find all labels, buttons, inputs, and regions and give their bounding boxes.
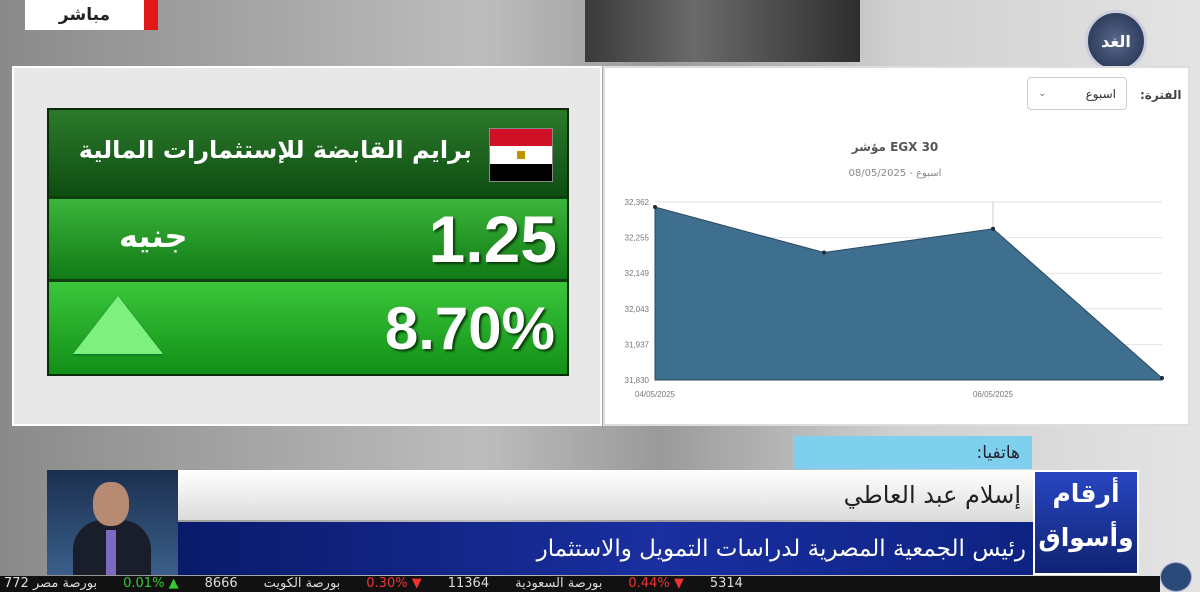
period-value: اسبوع [1085, 86, 1116, 101]
live-badge: مباشر [25, 0, 158, 30]
program-logo: أرقام وأسواق [1033, 470, 1139, 575]
y-tick-label: 32,362 [625, 198, 650, 207]
channel-logo: الغد [1085, 10, 1147, 72]
program-logo-line2: وأسواق [1038, 523, 1134, 552]
ticker-item: 8666 [204, 576, 238, 591]
data-point [991, 226, 995, 231]
currency: جنيه [119, 217, 188, 255]
x-tick-label: 06/05/2025 [973, 390, 1014, 399]
x-tick-label: 04/05/2025 [635, 390, 676, 399]
stock-name: برايم القابضة للإستثمارات المالية [78, 136, 472, 164]
guest-name: إسلام عبد العاطي [178, 470, 1033, 520]
ticker-item: ▼ 0.30% [366, 576, 422, 591]
period-label: الفترة: [1140, 88, 1182, 102]
stock-name-row: برايم القابضة للإستثمارات المالية [49, 110, 567, 196]
chevron-down-icon: ⌄ [1038, 88, 1047, 99]
ticker-item: 11364 [447, 576, 490, 591]
ticker-item: 5314 [709, 576, 743, 591]
program-logo-line1: أرقام [1052, 479, 1120, 508]
guest-title: رئيس الجمعية المصرية لدراسات التمويل وال… [178, 522, 1138, 575]
stock-price: 1.25 [428, 202, 557, 276]
area-series [654, 206, 1163, 381]
ticker-item: بورصة السعودية [515, 576, 603, 591]
price-row: 1.25 جنيه [49, 199, 567, 279]
data-point [1160, 375, 1164, 380]
ticker-item: ▲ 0.01% [123, 576, 179, 591]
change-row: 8.70% [49, 282, 567, 374]
chart-subtitle: اسبوع - 08/05/2025 [848, 168, 942, 179]
data-point [822, 250, 826, 255]
data-point [653, 205, 657, 210]
change-percent: 8.70% [384, 295, 555, 362]
market-ticker: بورصة مصر 772 ▲ 0.01% 8666 بورصة الكويت ▼ 0.… [0, 576, 1160, 592]
background-video [585, 0, 860, 62]
ticker-item: ▼ 0.44% [628, 576, 684, 591]
y-tick-label: 32,043 [625, 305, 650, 314]
y-tick-label: 32,149 [625, 269, 650, 278]
ticker-logo [1160, 562, 1192, 592]
phone-label: هاتفيا: [793, 436, 1032, 469]
egx30-chart: 32,362 32,255 32,149 32,043 31,937 31,830 04/0… [625, 198, 1164, 399]
guest-head [93, 482, 129, 526]
ticker-item: بورصة الكويت [263, 576, 341, 591]
egypt-flag-icon [489, 128, 553, 182]
chart-title: مؤشر EGX 30 [851, 140, 939, 154]
up-triangle-icon [73, 296, 163, 354]
y-tick-label: 31,830 [625, 376, 650, 385]
ticker-item: بورصة مصر 772 [4, 576, 98, 591]
stock-card: برايم القابضة للإستثمارات المالية 1.25 ج… [47, 108, 569, 376]
period-select[interactable]: اسبوع ⌄ [1027, 77, 1127, 110]
y-tick-label: 32,255 [625, 234, 650, 243]
guest-tie [106, 530, 116, 575]
y-tick-label: 31,937 [625, 340, 650, 349]
